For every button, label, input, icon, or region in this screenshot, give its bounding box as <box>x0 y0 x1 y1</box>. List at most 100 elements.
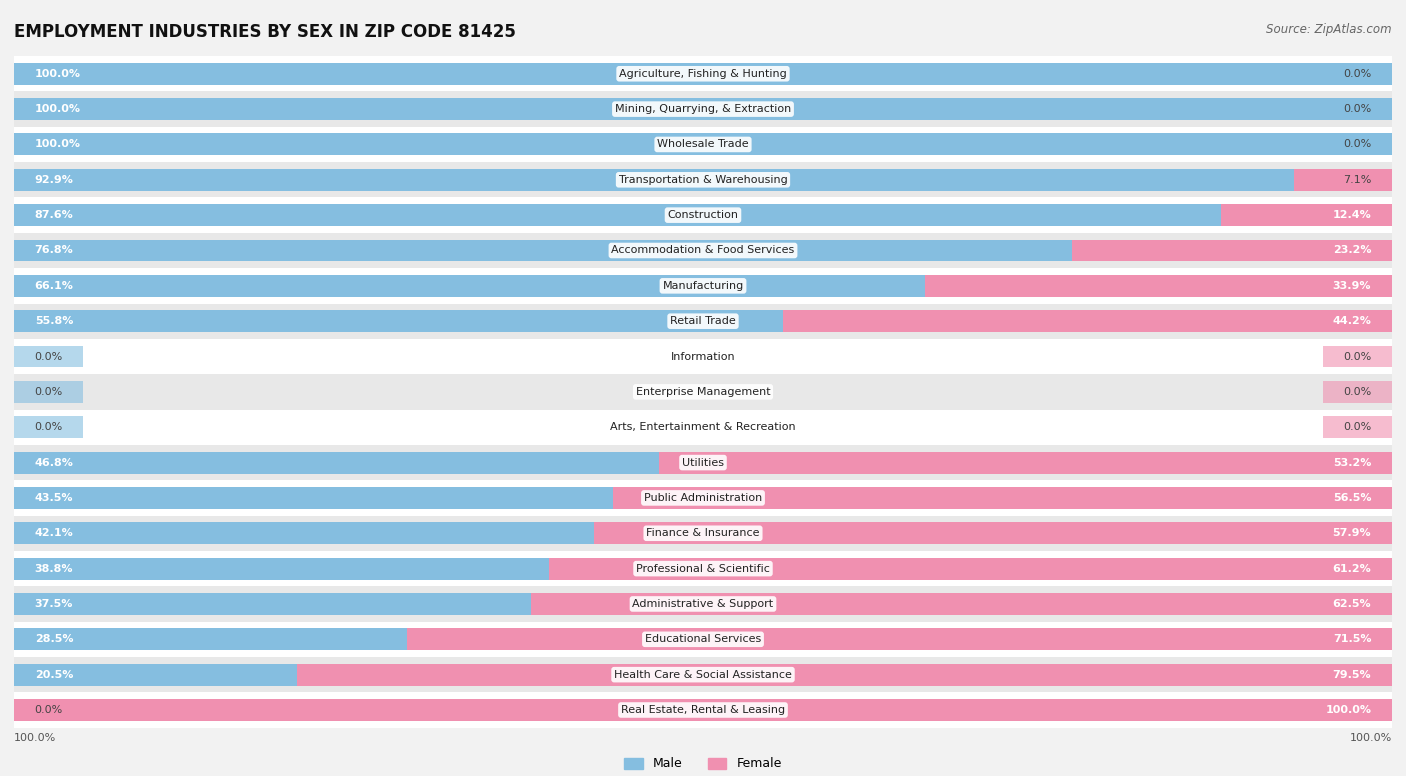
Text: 56.5%: 56.5% <box>1333 493 1371 503</box>
Text: 57.9%: 57.9% <box>1333 528 1371 539</box>
Bar <box>14 92 1392 126</box>
Text: Enterprise Management: Enterprise Management <box>636 387 770 397</box>
Bar <box>14 381 83 403</box>
Text: 33.9%: 33.9% <box>1333 281 1371 291</box>
Bar <box>14 587 1392 622</box>
Bar <box>14 275 925 296</box>
Bar <box>14 204 1220 226</box>
Bar <box>1323 381 1392 403</box>
Bar <box>14 374 1392 410</box>
Bar <box>14 480 1392 515</box>
Bar <box>14 416 83 438</box>
Text: 0.0%: 0.0% <box>1343 104 1371 114</box>
Bar <box>14 699 1392 721</box>
Text: 23.2%: 23.2% <box>1333 245 1371 255</box>
Text: Health Care & Social Assistance: Health Care & Social Assistance <box>614 670 792 680</box>
Bar <box>14 126 1392 162</box>
Text: 55.8%: 55.8% <box>35 316 73 326</box>
Text: 0.0%: 0.0% <box>1343 352 1371 362</box>
Bar <box>14 63 1392 85</box>
Text: 0.0%: 0.0% <box>1343 387 1371 397</box>
Bar <box>14 487 613 509</box>
Text: 37.5%: 37.5% <box>35 599 73 609</box>
Bar <box>14 56 1392 92</box>
Bar <box>659 452 1392 473</box>
Bar <box>14 622 1392 657</box>
Bar <box>14 657 1392 692</box>
Text: 100.0%: 100.0% <box>35 104 80 114</box>
Text: 66.1%: 66.1% <box>35 281 73 291</box>
Bar <box>1220 204 1392 226</box>
Text: 87.6%: 87.6% <box>35 210 73 220</box>
Text: 100.0%: 100.0% <box>35 69 80 78</box>
Text: Information: Information <box>671 352 735 362</box>
Bar <box>14 522 595 544</box>
Bar <box>14 240 1073 262</box>
Text: 28.5%: 28.5% <box>35 634 73 644</box>
Bar <box>613 487 1392 509</box>
Text: 43.5%: 43.5% <box>35 493 73 503</box>
Text: Administrative & Support: Administrative & Support <box>633 599 773 609</box>
Text: 92.9%: 92.9% <box>35 175 73 185</box>
Text: 79.5%: 79.5% <box>1333 670 1371 680</box>
Bar <box>14 445 1392 480</box>
Text: Real Estate, Rental & Leasing: Real Estate, Rental & Leasing <box>621 705 785 715</box>
Bar <box>14 98 1392 120</box>
Bar <box>14 169 1294 191</box>
Text: 100.0%: 100.0% <box>14 733 56 743</box>
Text: 0.0%: 0.0% <box>35 387 63 397</box>
Text: Accommodation & Food Services: Accommodation & Food Services <box>612 245 794 255</box>
Text: Agriculture, Fishing & Hunting: Agriculture, Fishing & Hunting <box>619 69 787 78</box>
Bar <box>1294 169 1392 191</box>
Legend: Male, Female: Male, Female <box>624 757 782 771</box>
Text: 7.1%: 7.1% <box>1343 175 1371 185</box>
Bar <box>1323 416 1392 438</box>
Text: 0.0%: 0.0% <box>35 352 63 362</box>
Text: 0.0%: 0.0% <box>1343 422 1371 432</box>
Bar <box>1073 240 1392 262</box>
Text: 0.0%: 0.0% <box>1343 140 1371 150</box>
Bar <box>1323 345 1392 368</box>
Text: Arts, Entertainment & Recreation: Arts, Entertainment & Recreation <box>610 422 796 432</box>
Text: 20.5%: 20.5% <box>35 670 73 680</box>
Text: Professional & Scientific: Professional & Scientific <box>636 563 770 573</box>
Bar <box>14 515 1392 551</box>
Bar <box>14 303 1392 339</box>
Text: 62.5%: 62.5% <box>1333 599 1371 609</box>
Text: 100.0%: 100.0% <box>1326 705 1371 715</box>
Bar <box>14 663 297 686</box>
Text: 12.4%: 12.4% <box>1333 210 1371 220</box>
Text: 100.0%: 100.0% <box>35 140 80 150</box>
Text: EMPLOYMENT INDUSTRIES BY SEX IN ZIP CODE 81425: EMPLOYMENT INDUSTRIES BY SEX IN ZIP CODE… <box>14 23 516 41</box>
Text: Finance & Insurance: Finance & Insurance <box>647 528 759 539</box>
Bar <box>925 275 1392 296</box>
Text: 0.0%: 0.0% <box>35 422 63 432</box>
Text: Construction: Construction <box>668 210 738 220</box>
Text: Utilities: Utilities <box>682 458 724 468</box>
Text: 0.0%: 0.0% <box>1343 69 1371 78</box>
Text: Retail Trade: Retail Trade <box>671 316 735 326</box>
Text: Mining, Quarrying, & Extraction: Mining, Quarrying, & Extraction <box>614 104 792 114</box>
Bar <box>14 339 1392 374</box>
Text: Transportation & Warehousing: Transportation & Warehousing <box>619 175 787 185</box>
Bar <box>14 593 531 615</box>
Text: 100.0%: 100.0% <box>1350 733 1392 743</box>
Text: Source: ZipAtlas.com: Source: ZipAtlas.com <box>1267 23 1392 36</box>
Text: Public Administration: Public Administration <box>644 493 762 503</box>
Text: 46.8%: 46.8% <box>35 458 73 468</box>
Bar <box>14 197 1392 233</box>
Bar <box>14 551 1392 587</box>
Text: 76.8%: 76.8% <box>35 245 73 255</box>
Text: 71.5%: 71.5% <box>1333 634 1371 644</box>
Bar <box>595 522 1392 544</box>
Bar <box>531 593 1392 615</box>
Bar <box>14 629 406 650</box>
Text: 38.8%: 38.8% <box>35 563 73 573</box>
Bar <box>406 629 1392 650</box>
Bar <box>14 162 1392 197</box>
Text: 42.1%: 42.1% <box>35 528 73 539</box>
Bar <box>14 410 1392 445</box>
Text: Manufacturing: Manufacturing <box>662 281 744 291</box>
Bar <box>14 233 1392 268</box>
Text: 61.2%: 61.2% <box>1333 563 1371 573</box>
